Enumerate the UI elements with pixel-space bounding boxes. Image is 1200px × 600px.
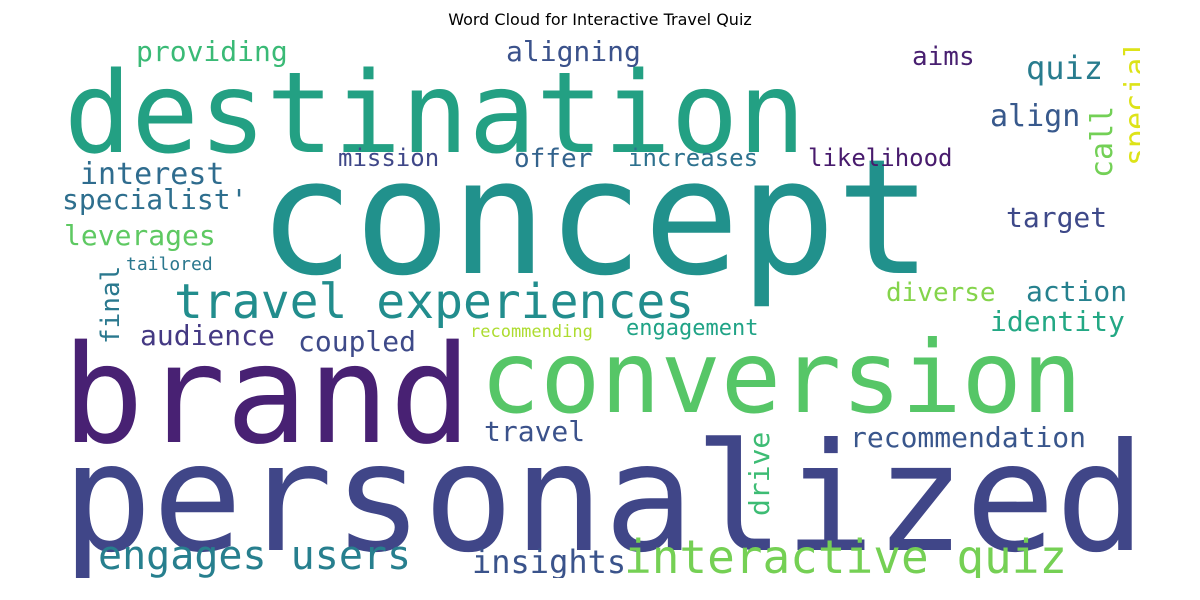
word-final: final bbox=[96, 265, 126, 344]
word-specialist: specialist' bbox=[62, 183, 248, 216]
word-travel-experiences: travel experiences bbox=[174, 274, 695, 330]
word-destination: destination bbox=[64, 49, 806, 179]
word-travel: travel bbox=[484, 415, 586, 448]
word-offer: offer bbox=[514, 144, 593, 174]
word-drive: drive bbox=[743, 431, 776, 516]
word-aligning: aligning bbox=[506, 38, 641, 68]
word-cloud: concept destination personalized brand c… bbox=[60, 38, 1140, 578]
word-quiz: quiz bbox=[1026, 49, 1104, 87]
word-brand: brand bbox=[62, 317, 472, 475]
word-leverages: leverages bbox=[64, 219, 216, 252]
word-recommending: recommending bbox=[470, 322, 593, 342]
word-conversion: conversion bbox=[480, 319, 1083, 436]
word-interactive-quiz: interactive quiz bbox=[624, 530, 1068, 578]
word-diverse: diverse bbox=[886, 278, 996, 308]
word-audience: audience bbox=[140, 319, 275, 352]
word-providing: providing bbox=[136, 38, 288, 68]
word-personalized: personalized bbox=[62, 412, 1140, 578]
chart-title: Word Cloud for Interactive Travel Quiz bbox=[448, 10, 752, 29]
word-concept: concept bbox=[258, 124, 933, 311]
word-identity: identity bbox=[990, 305, 1125, 338]
word-aims: aims bbox=[912, 42, 975, 72]
word-align: align bbox=[990, 99, 1081, 134]
word-coupled: coupled bbox=[298, 325, 417, 358]
word-tailored: tailored bbox=[126, 254, 213, 275]
word-likelihood: likelihood bbox=[808, 144, 953, 172]
word-recommendation: recommendation bbox=[850, 421, 1087, 454]
word-action: action bbox=[1026, 275, 1128, 308]
word-mission: mission bbox=[338, 144, 440, 172]
word-special: special bbox=[1119, 39, 1140, 166]
word-engages-users: engages users bbox=[98, 533, 412, 578]
word-engagement: engagement bbox=[626, 316, 759, 341]
word-interest: interest bbox=[80, 157, 225, 192]
word-increases: increases bbox=[628, 144, 759, 172]
word-insights: insights bbox=[472, 543, 627, 578]
word-target: target bbox=[1006, 201, 1108, 234]
word-call: call bbox=[1085, 105, 1120, 178]
